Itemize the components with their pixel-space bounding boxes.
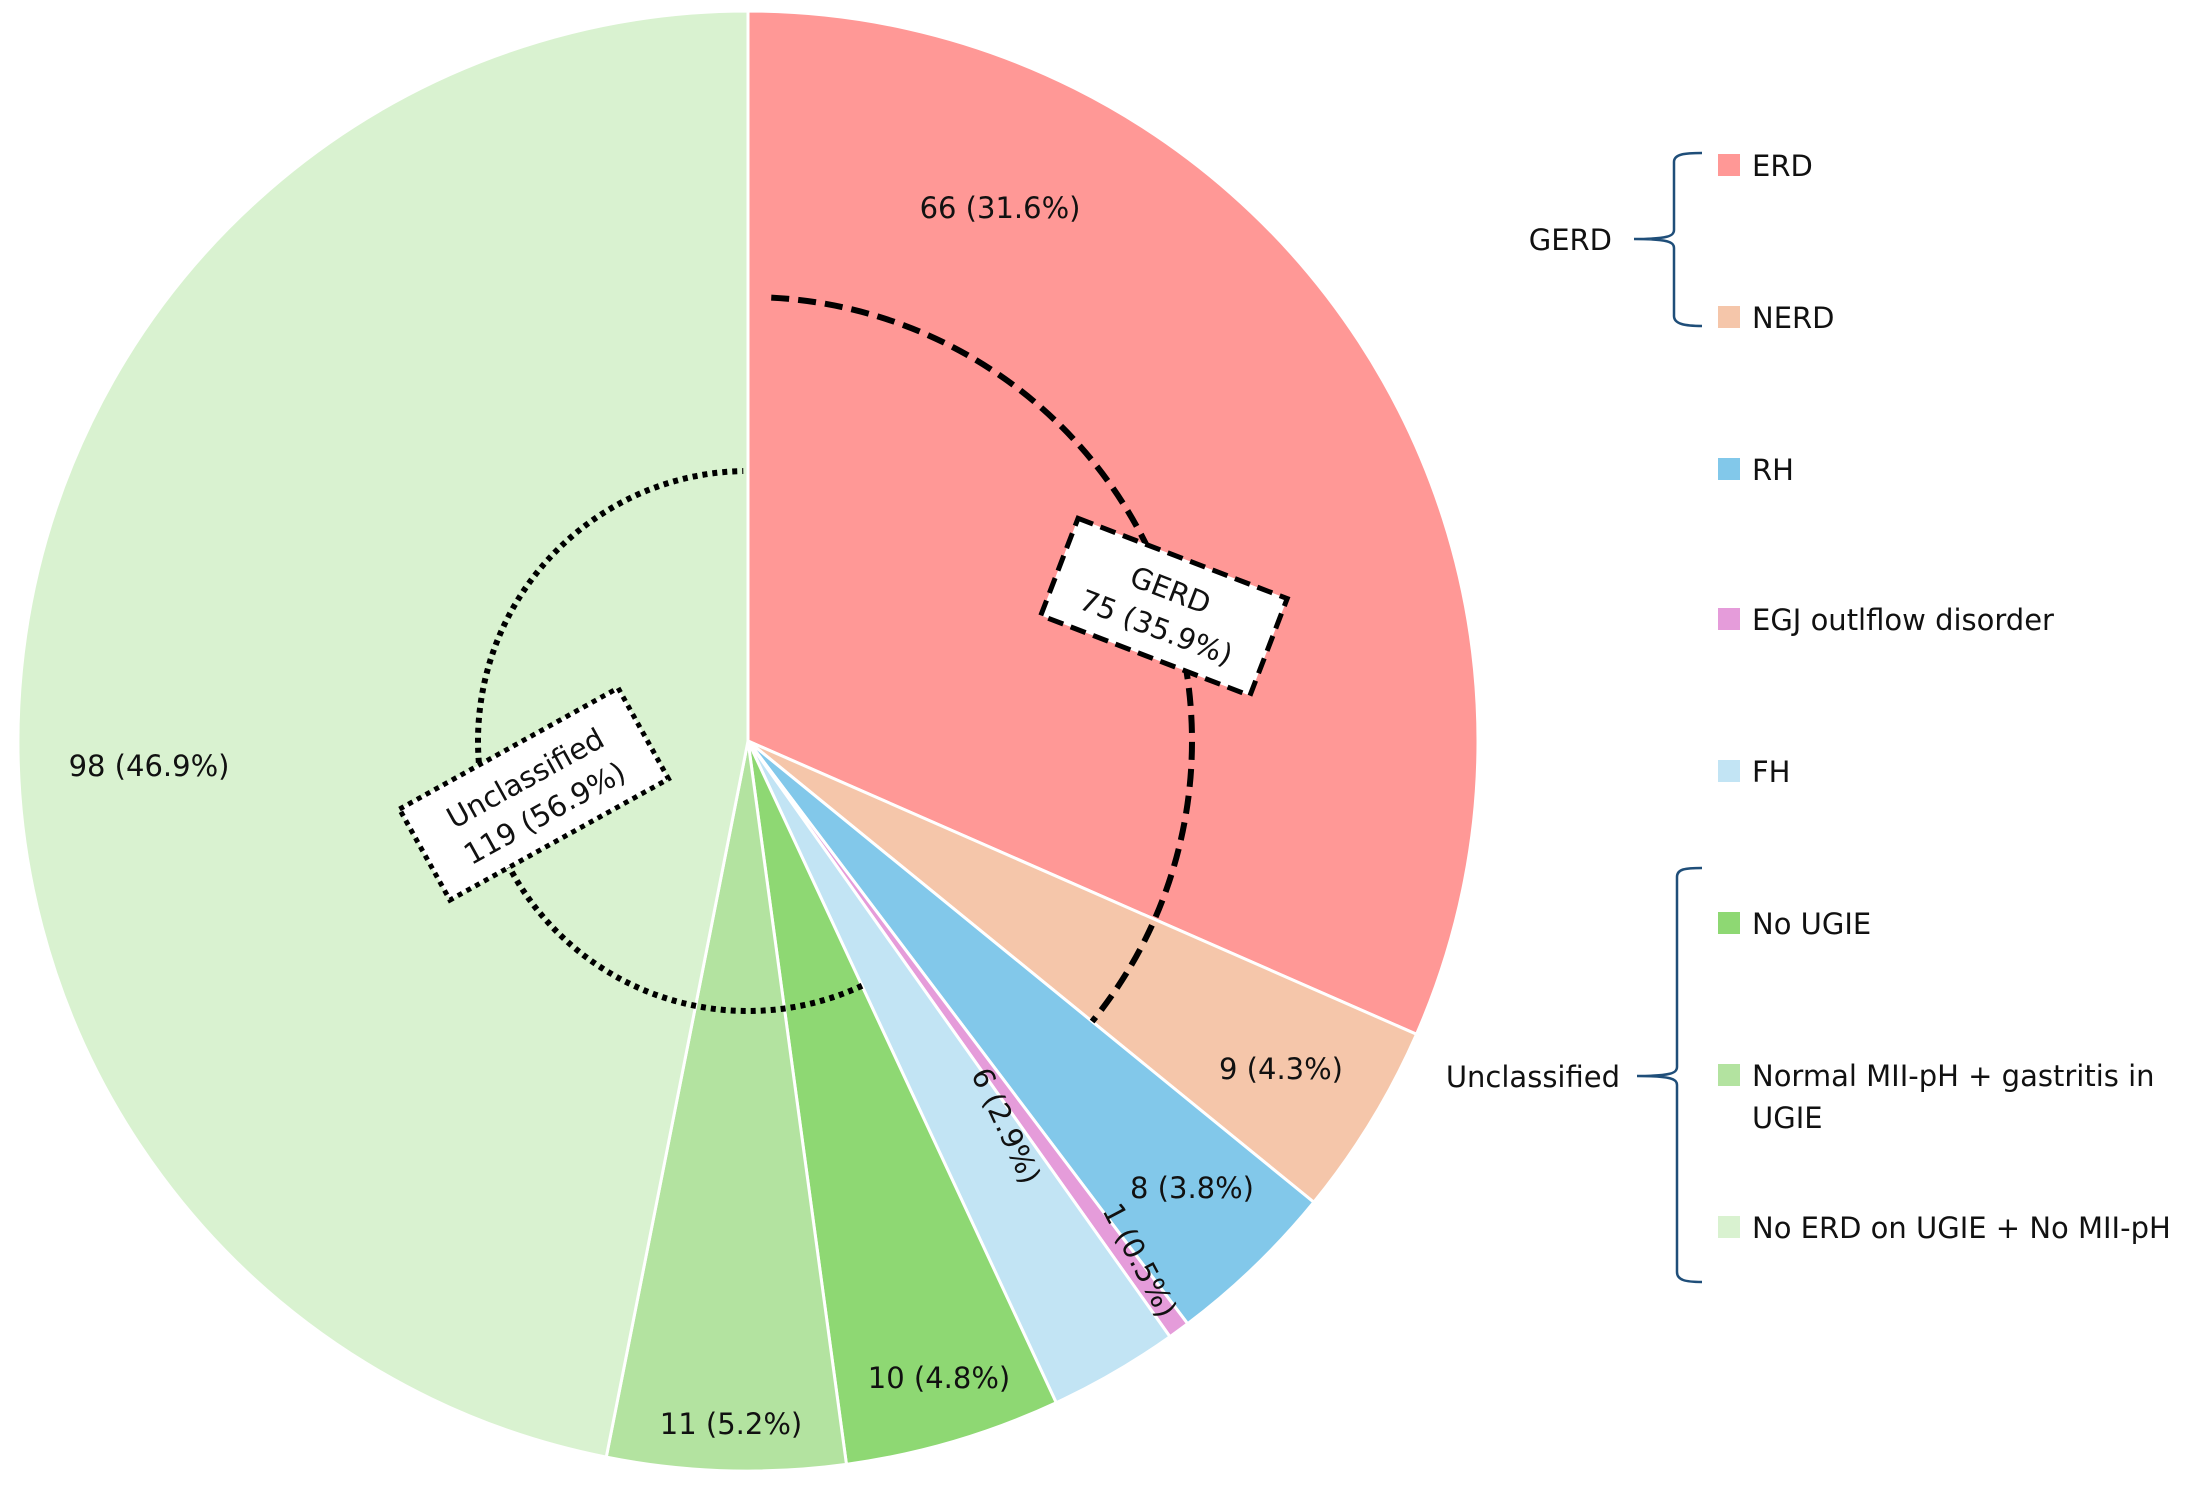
gerd-bracket bbox=[1633, 151, 1703, 328]
pie-slice-no-ugie bbox=[746, 740, 1059, 1467]
legend-item: FH bbox=[1718, 755, 1791, 789]
data-label-no-ugie: 10 (4.8%) bbox=[868, 1361, 1010, 1395]
gerd-group-label: GERD 75 (35.9%) bbox=[1037, 515, 1291, 699]
legend-label: UGIE bbox=[1752, 1101, 1823, 1135]
pie-slice-nerd bbox=[747, 739, 1419, 1205]
legend-swatch bbox=[1718, 912, 1740, 934]
legend-label: Normal MII-pH + gastritis in bbox=[1752, 1059, 2155, 1093]
legend: GERD Unclassified ERD NERD RH EGJ outlflow … bbox=[1446, 149, 2171, 1284]
legend-item: No UGIE bbox=[1718, 907, 1871, 941]
data-label-no-erd: 98 (46.9%) bbox=[69, 749, 230, 783]
pie-slices bbox=[16, 9, 1480, 1473]
data-label-rh: 8 (3.8%) bbox=[1130, 1171, 1254, 1205]
legend-swatch bbox=[1718, 760, 1740, 782]
data-label-gastritis: 11 (5.2%) bbox=[660, 1407, 802, 1441]
legend-swatch bbox=[1718, 306, 1740, 328]
legend-label: EGJ outlflow disorder bbox=[1752, 603, 2054, 637]
legend-item: EGJ outlflow disorder bbox=[1718, 603, 2054, 637]
legend-label: NERD bbox=[1752, 301, 1835, 335]
data-label-nerd: 9 (4.3%) bbox=[1219, 1052, 1343, 1086]
gerd-bracket-label: GERD bbox=[1529, 223, 1612, 257]
pie-slice-erd bbox=[746, 9, 1480, 1037]
legend-swatch bbox=[1718, 1064, 1740, 1086]
legend-swatch bbox=[1718, 458, 1740, 480]
unclassified-label-box bbox=[396, 684, 672, 904]
legend-item: No ERD on UGIE + No MII-pH bbox=[1718, 1211, 2171, 1245]
legend-item: ERD bbox=[1718, 149, 1813, 183]
legend-label: ERD bbox=[1752, 149, 1813, 183]
data-label-erd: 66 (31.6%) bbox=[920, 191, 1081, 225]
gerd-label-box bbox=[1037, 515, 1291, 699]
pie-slice-no-erd-on-ugie-no-mii-ph bbox=[16, 9, 750, 1459]
legend-label: No UGIE bbox=[1752, 907, 1871, 941]
unclassified-bracket bbox=[1636, 866, 1703, 1284]
legend-item: NERD bbox=[1718, 301, 1835, 335]
group-overlays: GERD 75 (35.9%) Unclassified 119 (56.9%) bbox=[396, 294, 1291, 1024]
legend-label: FH bbox=[1752, 755, 1791, 789]
legend-swatch bbox=[1718, 154, 1740, 176]
legend-item: Normal MII-pH + gastritis in UGIE bbox=[1718, 1059, 2155, 1135]
pie-slice-normal-mii-ph-gastritis-in-ugie bbox=[604, 740, 849, 1473]
legend-swatch bbox=[1718, 1216, 1740, 1238]
legend-swatch bbox=[1718, 608, 1740, 630]
legend-label: No ERD on UGIE + No MII-pH bbox=[1752, 1211, 2171, 1245]
legend-item: RH bbox=[1718, 453, 1794, 487]
legend-label: RH bbox=[1752, 453, 1794, 487]
unclassified-bracket-label: Unclassified bbox=[1446, 1060, 1620, 1094]
